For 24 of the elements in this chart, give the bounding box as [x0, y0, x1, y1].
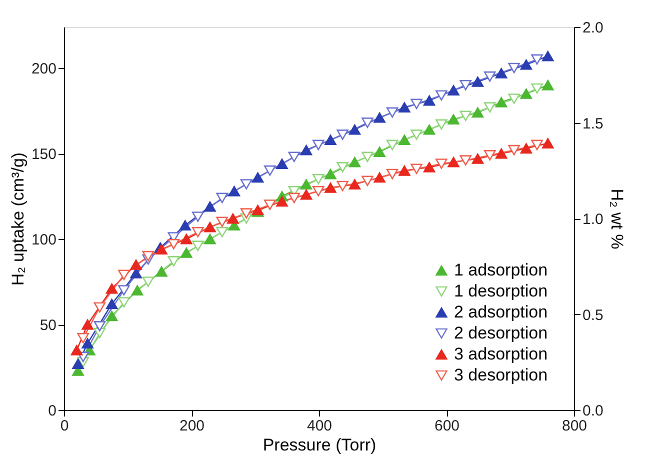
x-tick-label: 200 — [179, 418, 205, 434]
legend-label: 1 adsorption — [454, 260, 548, 280]
legend-label: 1 desorption — [454, 282, 548, 300]
y-tick-label: 50 — [40, 317, 56, 334]
legend-label: 3 adsorption — [454, 344, 548, 364]
y2-tick-label: 0.5 — [582, 306, 604, 324]
x-tick-label: 600 — [434, 418, 460, 434]
y2-axis-title: H₂ wt % — [607, 188, 626, 250]
y2-tick-label: 2.0 — [582, 20, 604, 36]
legend-label: 2 adsorption — [454, 302, 548, 322]
x-tick-label: 400 — [306, 418, 332, 434]
y2-tick-label: 1.5 — [582, 115, 604, 132]
y-tick-label: 200 — [31, 60, 56, 78]
y-tick-label: 150 — [31, 146, 56, 164]
legend-label: 2 desorption — [454, 324, 548, 342]
x-axis-title: Pressure (Torr) — [262, 436, 376, 454]
y-tick-label: 0 — [48, 402, 56, 420]
x-tick-label: 800 — [562, 418, 588, 434]
x-tick-label: 0 — [60, 418, 69, 434]
y-axis-title: H₂ uptake (cm³/g) — [8, 152, 28, 286]
y-tick-label: 100 — [31, 232, 56, 249]
y2-tick-label: 1.0 — [582, 211, 604, 228]
y2-tick-label: 0.0 — [582, 402, 604, 420]
legend-label: 3 desorption — [454, 366, 548, 384]
